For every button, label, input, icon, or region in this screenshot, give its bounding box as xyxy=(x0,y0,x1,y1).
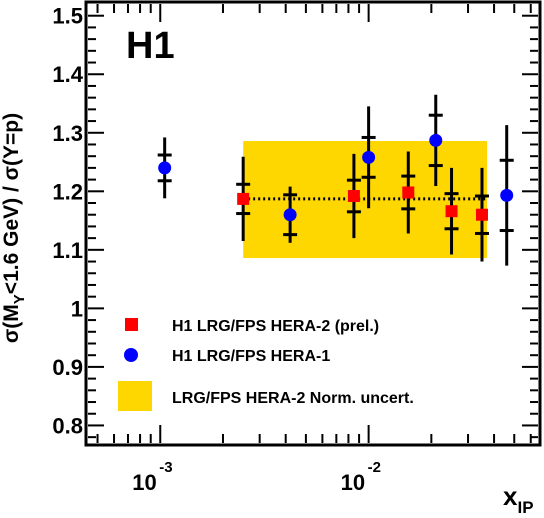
plot-frame xyxy=(84,0,542,447)
y-tick-label: 0.9 xyxy=(52,355,83,380)
legend: H1 LRG/FPS HERA-2 (prel.) H1 LRG/FPS HER… xyxy=(118,318,414,411)
x-tick-label-base: 10 xyxy=(132,470,156,495)
y-tick-label: 0.8 xyxy=(52,413,83,438)
data-point-hera1 xyxy=(158,161,172,175)
x-axis-title: xIP xyxy=(503,481,534,517)
data-point-hera2 xyxy=(402,186,415,199)
y-tick-label: 1 xyxy=(71,296,83,321)
legend-label-hera1: H1 LRG/FPS HERA-1 xyxy=(172,348,330,365)
y-axis-title: σ(MY<1.6 GeV) / σ(Y=p) xyxy=(0,113,28,343)
x-axis: 10-310-2 xyxy=(96,4,532,495)
data-point-hera1 xyxy=(362,150,376,164)
y-tick-label: 1.2 xyxy=(52,179,83,204)
y-axis-title-post: <1.6 GeV) / σ(Y=p) xyxy=(0,113,23,294)
y-axis-title-pre: σ(M xyxy=(0,304,23,343)
y-tick-label: 1.5 xyxy=(52,4,83,29)
legend-marker-hera2 xyxy=(125,318,138,331)
data-point-hera1 xyxy=(500,188,514,202)
x-axis-title-main: x xyxy=(503,481,518,511)
data-point-hera1 xyxy=(283,208,297,222)
x-axis-title-sub: IP xyxy=(517,498,533,517)
legend-marker-band xyxy=(118,381,152,411)
legend-label-hera2: H1 LRG/FPS HERA-2 (prel.) xyxy=(172,318,379,335)
data-point-hera1 xyxy=(429,133,443,147)
y-tick-label: 1.4 xyxy=(52,62,83,87)
y-tick-label: 1.3 xyxy=(52,121,83,146)
data-markers xyxy=(158,133,514,222)
x-tick-label-exp: -2 xyxy=(368,459,381,476)
data-point-hera2 xyxy=(237,192,250,205)
legend-marker-hera1 xyxy=(124,348,138,362)
y-axis-title-sub: Y xyxy=(11,294,28,304)
legend-label-band: LRG/FPS HERA-2 Norm. uncert. xyxy=(172,390,414,407)
data-point-hera2 xyxy=(475,208,488,221)
x-tick-label-base: 10 xyxy=(341,470,365,495)
y-axis: 0.8 0.9 1 1.1 1.2 1.3 1.4 1.5 xyxy=(52,4,538,438)
data-point-hera2 xyxy=(347,189,360,202)
y-tick-label: 1.1 xyxy=(52,238,83,263)
h1-label: H1 xyxy=(126,25,175,67)
x-tick-label-exp: -3 xyxy=(159,459,172,476)
data-point-hera2 xyxy=(445,205,458,218)
